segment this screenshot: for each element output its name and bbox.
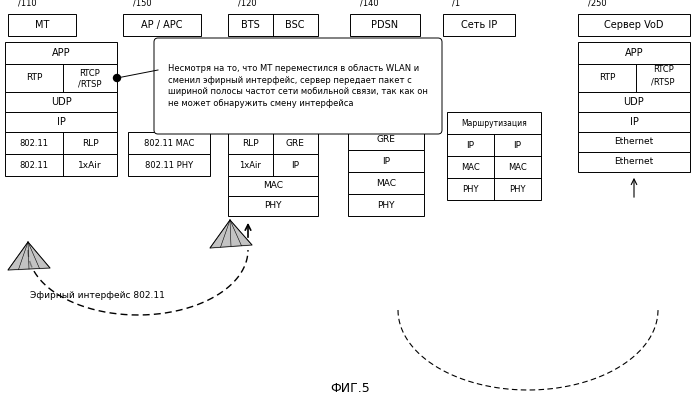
Text: IP: IP [291, 160, 299, 170]
Text: PHY: PHY [377, 200, 395, 210]
Text: 802.11 PHY: 802.11 PHY [145, 160, 193, 170]
Text: Сервер VoD: Сервер VoD [604, 20, 664, 30]
Text: PDSN: PDSN [371, 20, 398, 30]
Text: RTP: RTP [26, 74, 42, 82]
FancyBboxPatch shape [128, 154, 210, 176]
FancyBboxPatch shape [578, 42, 690, 64]
Text: PHY: PHY [510, 185, 526, 194]
Text: 802.11: 802.11 [20, 160, 48, 170]
FancyBboxPatch shape [228, 196, 318, 216]
FancyBboxPatch shape [5, 154, 117, 176]
FancyBboxPatch shape [5, 92, 117, 112]
FancyBboxPatch shape [154, 38, 442, 134]
Text: Несмотря на то, что МТ переместился в область WLAN и
сменил эфирный интерфейс, с: Несмотря на то, что МТ переместился в об… [168, 64, 428, 108]
Text: /250: /250 [588, 0, 607, 8]
Text: PHY: PHY [462, 185, 479, 194]
Text: UDP: UDP [50, 97, 71, 107]
Text: APP: APP [625, 48, 643, 58]
Text: RTCP: RTCP [653, 65, 673, 74]
Text: /1: /1 [452, 0, 460, 8]
Text: /120: /120 [238, 0, 257, 8]
Text: PPP: PPP [378, 112, 394, 122]
Text: 1xAir: 1xAir [78, 160, 102, 170]
FancyBboxPatch shape [228, 132, 318, 154]
Text: PHY: PHY [264, 202, 282, 210]
Text: RLP: RLP [82, 139, 99, 147]
Text: MAC: MAC [376, 179, 396, 187]
Text: ФИГ.5: ФИГ.5 [330, 381, 370, 394]
Text: IP: IP [382, 90, 390, 99]
Text: AP / APC: AP / APC [141, 20, 182, 30]
Polygon shape [8, 242, 50, 270]
Text: MT: MT [35, 20, 49, 30]
Text: IP: IP [466, 141, 475, 149]
Text: Ethernet: Ethernet [614, 137, 654, 147]
Text: 802.11 MAC: 802.11 MAC [144, 139, 194, 147]
FancyBboxPatch shape [348, 106, 424, 128]
Text: IP: IP [514, 141, 521, 149]
FancyBboxPatch shape [348, 128, 424, 150]
FancyBboxPatch shape [228, 176, 318, 196]
FancyBboxPatch shape [348, 84, 424, 106]
FancyBboxPatch shape [348, 194, 424, 216]
Text: BTS: BTS [240, 20, 259, 30]
Text: 1xAir: 1xAir [239, 160, 261, 170]
FancyBboxPatch shape [128, 132, 210, 154]
Text: Маршрутизация: Маршрутизация [461, 118, 527, 128]
FancyBboxPatch shape [5, 64, 117, 92]
FancyBboxPatch shape [578, 64, 690, 92]
FancyBboxPatch shape [578, 14, 690, 36]
Text: BSC: BSC [285, 20, 305, 30]
Text: APP: APP [52, 48, 71, 58]
FancyBboxPatch shape [578, 132, 690, 152]
Text: Сеть IP: Сеть IP [461, 20, 497, 30]
Text: IP: IP [630, 117, 638, 127]
Text: /140: /140 [360, 0, 379, 8]
Circle shape [113, 74, 120, 82]
FancyBboxPatch shape [350, 14, 420, 36]
Text: Ethernet: Ethernet [614, 158, 654, 166]
FancyBboxPatch shape [578, 92, 690, 112]
FancyBboxPatch shape [348, 150, 424, 172]
FancyBboxPatch shape [228, 14, 318, 36]
Text: /RTSP: /RTSP [78, 80, 102, 88]
Text: /110: /110 [18, 0, 36, 8]
Text: MAC: MAC [508, 162, 527, 172]
FancyBboxPatch shape [447, 112, 541, 200]
Text: RLP: RLP [242, 139, 259, 147]
Text: IP: IP [57, 117, 66, 127]
Text: 802.11: 802.11 [20, 139, 48, 147]
FancyBboxPatch shape [578, 112, 690, 132]
FancyBboxPatch shape [8, 14, 76, 36]
Text: MAC: MAC [263, 181, 283, 191]
FancyBboxPatch shape [123, 14, 201, 36]
Text: /150: /150 [133, 0, 152, 8]
FancyBboxPatch shape [5, 132, 117, 154]
FancyBboxPatch shape [228, 154, 318, 176]
Text: IP: IP [382, 156, 390, 166]
FancyBboxPatch shape [5, 112, 117, 132]
Text: RTP: RTP [599, 74, 615, 82]
Text: GRE: GRE [377, 135, 396, 143]
Text: Эфирный интерфейс 802.11: Эфирный интерфейс 802.11 [30, 290, 165, 299]
Text: GRE: GRE [286, 139, 305, 147]
Text: /RTSP: /RTSP [651, 78, 675, 86]
Text: MAC: MAC [461, 162, 480, 172]
FancyBboxPatch shape [5, 42, 117, 64]
FancyBboxPatch shape [443, 14, 515, 36]
FancyBboxPatch shape [348, 172, 424, 194]
FancyBboxPatch shape [578, 152, 690, 172]
Text: RTCP: RTCP [80, 69, 101, 78]
Text: UDP: UDP [624, 97, 644, 107]
Polygon shape [210, 220, 252, 248]
